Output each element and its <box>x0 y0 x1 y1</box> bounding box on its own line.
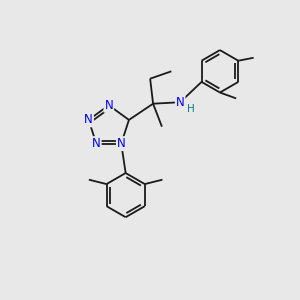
Text: N: N <box>92 137 101 150</box>
Text: N: N <box>84 113 93 126</box>
Text: H: H <box>188 104 195 114</box>
Text: N: N <box>117 137 126 150</box>
Text: N: N <box>104 99 113 112</box>
Text: N: N <box>176 96 184 109</box>
